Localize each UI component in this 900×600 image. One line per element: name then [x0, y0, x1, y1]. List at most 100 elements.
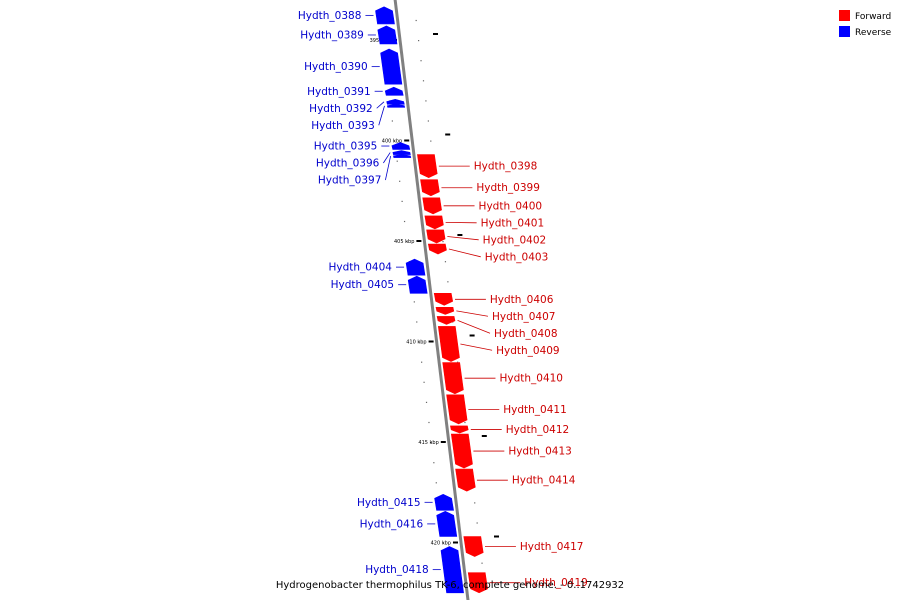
- gene-label-hydth-0401[interactable]: Hydth_0401: [481, 217, 545, 229]
- gene-arrow-hydth-0413[interactable]: [450, 433, 473, 469]
- label-leader-line: [378, 105, 385, 126]
- gene-arrow-hydth-0388[interactable]: [375, 6, 395, 25]
- gene-label-hydth-0415[interactable]: Hydth_0415: [357, 497, 421, 509]
- legend: Forward Reverse: [839, 10, 892, 38]
- gene-arrow-hydth-0399[interactable]: [420, 179, 440, 197]
- major-tick-label: 415 kbp: [418, 440, 438, 446]
- gene-label-hydth-0407[interactable]: Hydth_0407: [492, 311, 556, 323]
- gene-arrow-hydth-0390[interactable]: [380, 48, 403, 85]
- major-tick-mark: [416, 240, 422, 242]
- gene-label-hydth-0393[interactable]: Hydth_0393: [311, 120, 375, 132]
- minor-tick: [433, 462, 435, 464]
- gene-label-hydth-0395[interactable]: Hydth_0395: [314, 141, 378, 153]
- minor-tick: [430, 140, 432, 142]
- gene-label-hydth-0406[interactable]: Hydth_0406: [490, 294, 554, 306]
- major-tick-mark: [433, 33, 438, 35]
- gene-arrow-hydth-0410[interactable]: [442, 362, 464, 395]
- major-tick-mark: [453, 541, 459, 544]
- gene-label-hydth-0418[interactable]: Hydth_0418: [365, 564, 429, 576]
- gene-arrow-hydth-0398[interactable]: [417, 154, 438, 179]
- minor-tick: [476, 522, 478, 524]
- minor-tick: [391, 120, 393, 122]
- minor-tick: [403, 220, 406, 223]
- gene-arrow-hydth-0402[interactable]: [426, 229, 446, 244]
- gene-label-hydth-0404[interactable]: Hydth_0404: [328, 262, 392, 274]
- gene-arrow-hydth-0404[interactable]: [405, 258, 426, 276]
- minor-tick: [418, 341, 420, 343]
- minor-tick: [474, 502, 476, 504]
- gene-arrow-hydth-0392[interactable]: [386, 98, 405, 105]
- label-leader-line: [448, 248, 481, 258]
- gene-label-hydth-0399[interactable]: Hydth_0399: [476, 182, 540, 194]
- gene-label-hydth-0416[interactable]: Hydth_0416: [360, 518, 424, 530]
- minor-tick: [423, 381, 425, 383]
- major-tick-label: 400 kbp: [382, 139, 402, 145]
- minor-tick: [418, 40, 420, 42]
- gene-arrow-hydth-0411[interactable]: [446, 394, 468, 425]
- gene-arrow-hydth-0408[interactable]: [436, 316, 456, 325]
- gene-arrow-hydth-0409[interactable]: [437, 326, 460, 362]
- gene-label-hydth-0396[interactable]: Hydth_0396: [316, 158, 380, 170]
- minor-tick: [447, 281, 449, 283]
- gene-arrow-hydth-0412[interactable]: [450, 425, 469, 434]
- gene-label-hydth-0388[interactable]: Hydth_0388: [298, 10, 362, 22]
- gene-label-hydth-0390[interactable]: Hydth_0390: [304, 61, 368, 73]
- gene-labels: Hydth_0388 Hydth_0389 Hydth_0390 Hydth_0391…: [298, 10, 588, 589]
- label-leaders: [365, 14, 521, 584]
- gene-arrow-hydth-0391[interactable]: [384, 86, 404, 96]
- gene-arrow-hydth-0395[interactable]: [391, 142, 411, 150]
- label-leader-line: [456, 310, 489, 317]
- label-leader-line: [457, 320, 491, 334]
- gene-label-hydth-0414[interactable]: Hydth_0414: [512, 475, 576, 487]
- gene-arrow-hydth-0419[interactable]: [467, 572, 488, 594]
- major-tick-label: 410 kbp: [406, 340, 426, 346]
- gene-arrow-hydth-0401[interactable]: [424, 215, 444, 230]
- gene-label-hydth-0413[interactable]: Hydth_0413: [508, 446, 572, 458]
- gene-label-hydth-0397[interactable]: Hydth_0397: [318, 175, 382, 187]
- major-tick-mark: [428, 340, 434, 343]
- gene-arrow-hydth-0397[interactable]: [393, 154, 412, 158]
- minor-tick: [442, 241, 444, 243]
- gene-arrow-hydth-0396[interactable]: [392, 150, 411, 155]
- gene-label-hydth-0389[interactable]: Hydth_0389: [300, 29, 364, 41]
- minor-tick: [420, 60, 422, 62]
- gene-arrow-hydth-0406[interactable]: [433, 292, 454, 306]
- gene-arrow-hydth-0407[interactable]: [435, 306, 455, 315]
- gene-arrow-hydth-0417[interactable]: [463, 536, 484, 557]
- legend-label-forward: Forward: [855, 12, 891, 22]
- minor-tick: [457, 361, 459, 363]
- gene-arrow-hydth-0393[interactable]: [386, 103, 406, 108]
- gene-label-hydth-0419[interactable]: Hydth_0419: [524, 577, 588, 589]
- gene-label-hydth-0405[interactable]: Hydth_0405: [331, 279, 395, 291]
- major-tick-mark: [404, 139, 410, 142]
- minor-tick: [416, 321, 418, 323]
- label-leader-line: [447, 236, 479, 241]
- gene-label-hydth-0411[interactable]: Hydth_0411: [503, 404, 567, 416]
- minor-tick: [422, 80, 425, 82]
- gene-arrow-hydth-0418[interactable]: [440, 546, 464, 594]
- gene-arrow-hydth-0416[interactable]: [436, 510, 458, 537]
- gene-arrow-hydth-0403[interactable]: [427, 243, 447, 255]
- minor-tick: [401, 200, 403, 202]
- gene-label-hydth-0398[interactable]: Hydth_0398: [474, 161, 538, 173]
- gene-arrow-hydth-0389[interactable]: [377, 25, 398, 45]
- gene-arrow-hydth-0405[interactable]: [407, 275, 428, 294]
- gene-label-hydth-0412[interactable]: Hydth_0412: [506, 424, 570, 436]
- gene-label-hydth-0391[interactable]: Hydth_0391: [307, 86, 371, 98]
- gene-arrow-hydth-0415[interactable]: [434, 493, 454, 511]
- gene-label-hydth-0417[interactable]: Hydth_0417: [520, 541, 584, 553]
- gene-arrow-hydth-0414[interactable]: [455, 468, 476, 492]
- major-tick-mark: [457, 234, 463, 236]
- gene-arrow-hydth-0400[interactable]: [422, 197, 442, 215]
- gene-label-hydth-0408[interactable]: Hydth_0408: [494, 328, 558, 340]
- gene-label-hydth-0392[interactable]: Hydth_0392: [309, 103, 373, 115]
- gene-label-hydth-0402[interactable]: Hydth_0402: [483, 234, 547, 246]
- gene-label-hydth-0403[interactable]: Hydth_0403: [485, 251, 549, 263]
- minor-tick: [481, 562, 483, 564]
- minor-tick: [421, 361, 423, 363]
- legend-swatch-reverse: [839, 26, 850, 37]
- gene-label-hydth-0410[interactable]: Hydth_0410: [499, 373, 563, 385]
- gene-label-hydth-0409[interactable]: Hydth_0409: [496, 345, 560, 357]
- minor-tick: [425, 100, 427, 102]
- gene-label-hydth-0400[interactable]: Hydth_0400: [479, 200, 543, 212]
